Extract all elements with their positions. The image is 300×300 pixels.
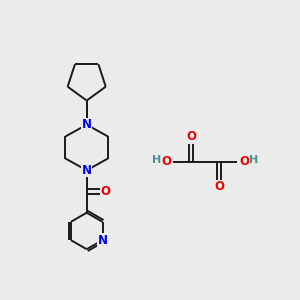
Text: O: O [239,155,249,168]
Text: O: O [101,185,111,198]
Text: N: N [82,118,92,131]
Text: N: N [98,234,107,247]
Text: N: N [82,164,92,177]
Text: O: O [186,130,196,143]
Text: H: H [152,155,161,165]
Text: O: O [214,180,224,193]
Text: H: H [249,155,259,165]
Text: O: O [161,155,171,168]
